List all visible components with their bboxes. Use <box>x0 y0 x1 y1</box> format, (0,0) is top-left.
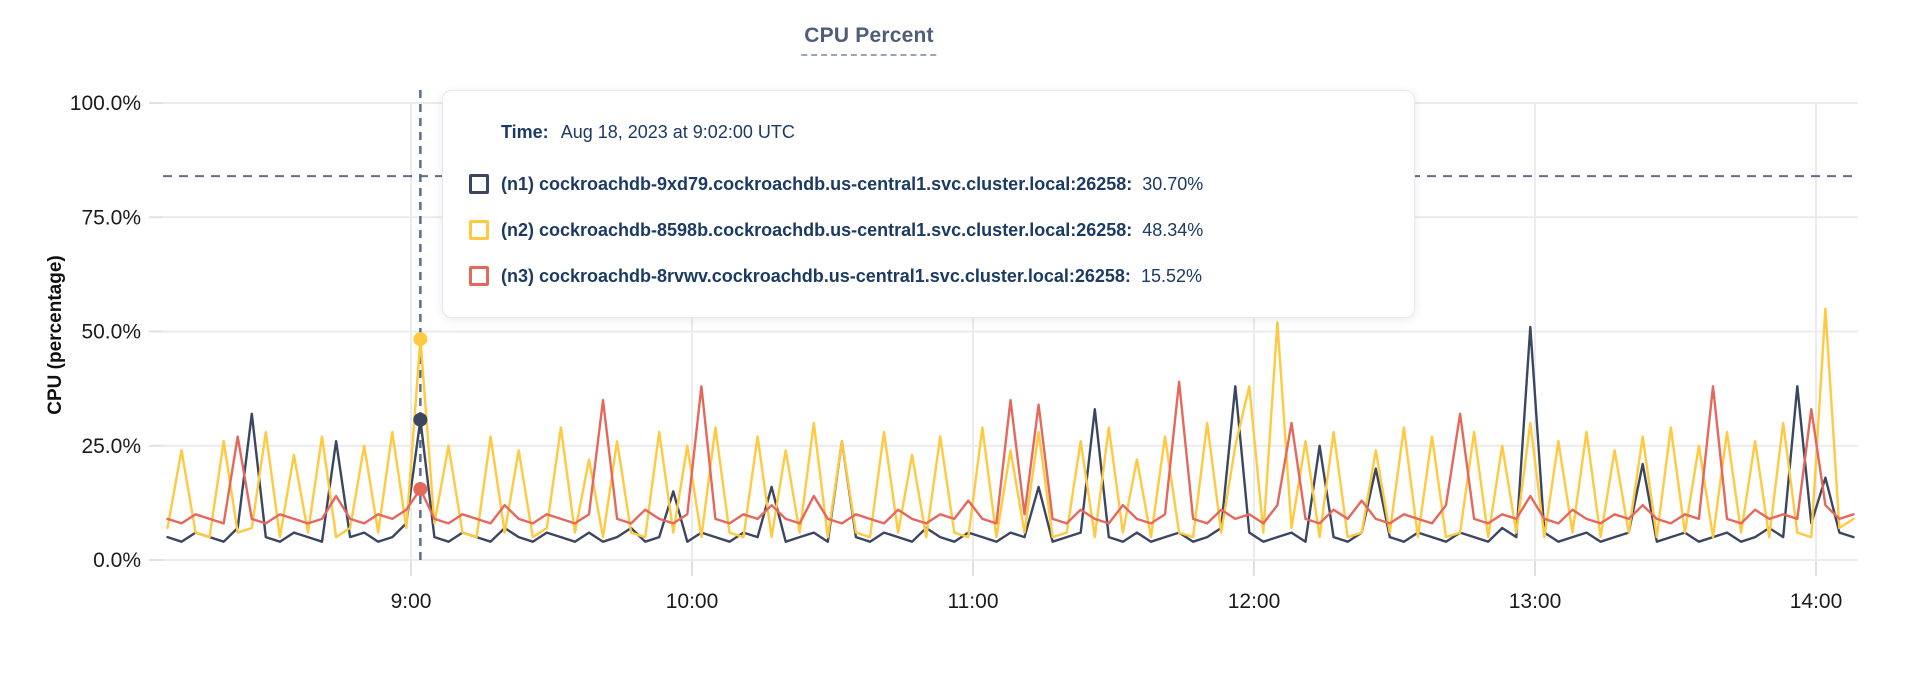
y-tick-label: 0.0% <box>93 549 141 572</box>
hover-point-n1 <box>413 412 428 427</box>
hover-point-n2 <box>413 332 428 347</box>
series-n2-value: 48.34% <box>1142 219 1204 240</box>
tooltip-time-row: Time: Aug 18, 2023 at 9:02:00 UTC <box>501 117 1386 147</box>
x-tick-label: 12:00 <box>1228 590 1281 613</box>
series-n3-swatch-icon <box>469 266 489 286</box>
x-tick-label: 14:00 <box>1790 590 1843 613</box>
x-tick-label: 11:00 <box>948 590 999 613</box>
y-tick-label: 50.0% <box>81 321 141 344</box>
series-n2-swatch-icon <box>469 220 489 240</box>
series-n3-value: 15.52% <box>1140 265 1202 286</box>
x-tick-label: 9:00 <box>391 590 432 613</box>
tooltip-time-value: Aug 18, 2023 at 9:02:00 UTC <box>560 121 795 142</box>
x-tick-label: 13:00 <box>1509 590 1562 613</box>
tooltip-series-row-n3: (n3) cockroachdb-8rvwv.cockroachdb.us-ce… <box>469 253 1386 299</box>
y-tick-label: 25.0% <box>81 435 141 458</box>
series-line-n3 <box>166 380 1855 525</box>
series-line-n1 <box>166 325 1855 543</box>
series-n1-swatch-icon <box>469 174 489 194</box>
series-n1-label: (n1) cockroachdb-9xd79.cockroachdb.us-ce… <box>501 173 1133 194</box>
hover-point-n3 <box>413 482 428 497</box>
series-n3-label: (n3) cockroachdb-8rvwv.cockroachdb.us-ce… <box>501 265 1131 286</box>
series-n2-label: (n2) cockroachdb-8598b.cockroachdb.us-ce… <box>501 219 1133 240</box>
page-title: CPU Percent <box>801 24 937 56</box>
y-tick-label: 75.0% <box>81 206 141 229</box>
series-n1-value: 30.70% <box>1142 173 1204 194</box>
x-tick-label: 10:00 <box>666 590 719 613</box>
series-line-n2 <box>166 307 1855 539</box>
tooltip-series-row-n1: (n1) cockroachdb-9xd79.cockroachdb.us-ce… <box>469 161 1386 207</box>
tooltip-series-row-n2: (n2) cockroachdb-8598b.cockroachdb.us-ce… <box>469 207 1386 253</box>
y-tick-label: 100.0% <box>70 92 141 115</box>
tooltip-time-label: Time: <box>501 121 549 142</box>
hover-tooltip: Time: Aug 18, 2023 at 9:02:00 UTC (n1) c… <box>442 90 1415 318</box>
